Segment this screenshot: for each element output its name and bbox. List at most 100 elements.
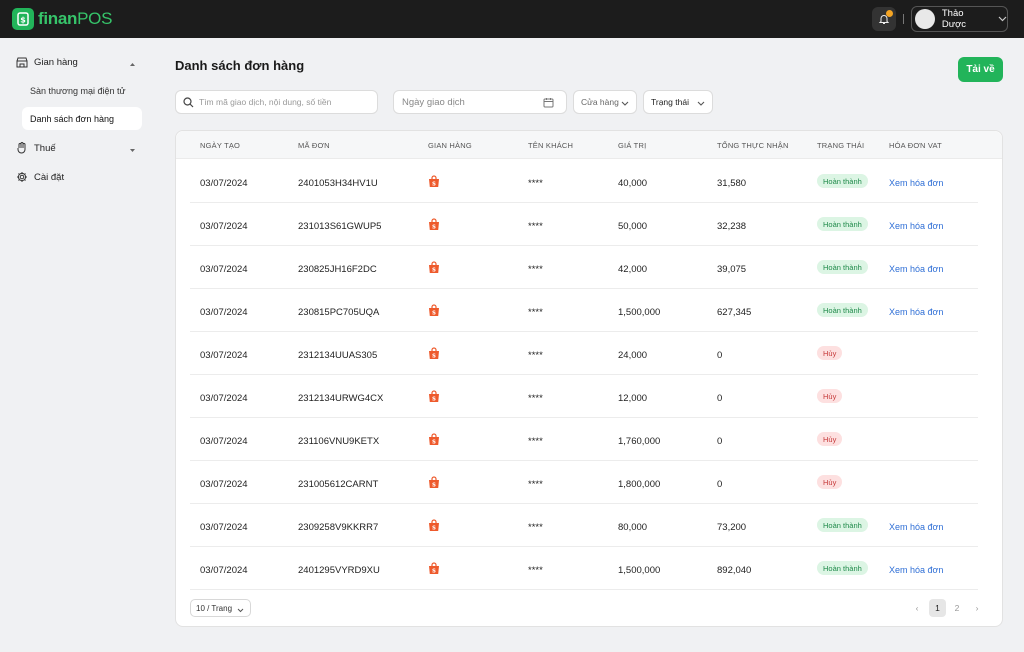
status-filter-dropdown[interactable]: Trạng thái xyxy=(643,90,713,114)
shopping-bag-icon: S xyxy=(428,175,440,191)
view-invoice-link[interactable]: Xem hóa đơn xyxy=(889,264,944,274)
order-code: 2309258V9KKRR7 xyxy=(298,522,379,533)
table-row[interactable]: 03/07/2024 2401295VYRD9XU **** 1,500,000 892… xyxy=(190,547,978,590)
brand-logo[interactable]: $ finanPOS xyxy=(12,8,112,30)
svg-text:S: S xyxy=(432,311,436,317)
store-filter-label: Cửa hàng xyxy=(581,97,619,107)
sidebar-item-orders[interactable]: Danh sách đơn hàng xyxy=(22,107,142,130)
sidebar-item-store[interactable]: Gian hàng xyxy=(16,52,136,72)
svg-text:S: S xyxy=(432,483,436,489)
customer-name: **** xyxy=(528,436,543,447)
order-date: 03/07/2024 xyxy=(200,522,248,533)
customer-name: **** xyxy=(528,479,543,490)
store-icon xyxy=(16,57,28,67)
prev-page-button[interactable]: ‹ xyxy=(915,603,919,613)
order-value: 1,500,000 xyxy=(618,565,661,576)
table-row[interactable]: 03/07/2024 2309258V9KKRR7 **** 80,000 73,200… xyxy=(190,504,978,547)
sidebar-item-settings[interactable]: Cài đặt xyxy=(16,167,136,187)
order-date: 03/07/2024 xyxy=(200,350,248,361)
sidebar-item-ecommerce[interactable]: Sàn thương mại điện tử xyxy=(30,86,126,96)
status-badge: Hoàn thành xyxy=(817,260,868,274)
page-size-select[interactable]: 10 / Trang xyxy=(190,599,251,617)
table-row[interactable]: 03/07/2024 2401053H34HV1U **** 40,000 31,580… xyxy=(190,160,978,203)
view-invoice-link[interactable]: Xem hóa đơn xyxy=(889,178,944,188)
status-filter-label: Trạng thái xyxy=(651,97,689,107)
view-invoice-link[interactable]: Xem hóa đơn xyxy=(889,565,944,575)
chevron-down-icon xyxy=(697,99,705,109)
sidebar-item-tax[interactable]: Thuế xyxy=(16,138,136,158)
svg-text:S: S xyxy=(432,569,436,575)
table-header: NGÀY TẠO MÃ ĐƠN GIAN HÀNG TÊN KHÁCH GIÁ … xyxy=(176,131,1002,159)
shopping-bag-icon: S xyxy=(428,476,440,492)
view-invoice-link[interactable]: Xem hóa đơn xyxy=(889,221,944,231)
view-invoice-link[interactable]: Xem hóa đơn xyxy=(889,307,944,317)
svg-text:S: S xyxy=(432,440,436,446)
next-page-button[interactable]: › xyxy=(975,603,979,613)
order-value: 1,800,000 xyxy=(618,479,661,490)
table-row[interactable]: 03/07/2024 230815PC705UQA **** 1,500,000 627… xyxy=(190,289,978,332)
total-received: 627,345 xyxy=(717,307,752,318)
column-header-value: GIÁ TRỊ xyxy=(618,141,647,150)
total-received: 39,075 xyxy=(717,264,747,275)
sidebar-item-label: Gian hàng xyxy=(34,56,78,68)
chevron-down-icon xyxy=(237,606,244,615)
column-header-store: GIAN HÀNG xyxy=(428,141,472,150)
shopping-bag-icon: S xyxy=(428,390,440,406)
page-2-button[interactable]: 2 xyxy=(954,603,960,613)
table-row[interactable]: 03/07/2024 231013S61GWUP5 **** 50,000 32,238… xyxy=(190,203,978,246)
order-value: 1,760,000 xyxy=(618,436,661,447)
order-code: 2312134URWG4CX xyxy=(298,393,384,404)
hand-icon xyxy=(17,142,26,154)
total-received: 0 xyxy=(717,393,723,404)
table-row[interactable]: 03/07/2024 2312134UUAS305 **** 24,000 0 S Hủy xyxy=(190,332,978,375)
order-date: 03/07/2024 xyxy=(200,436,248,447)
order-date: 03/07/2024 xyxy=(200,178,248,189)
search-input[interactable] xyxy=(199,97,374,107)
table-row[interactable]: 03/07/2024 230825JH16F2DC **** 42,000 39,075… xyxy=(190,246,978,289)
shopping-bag-icon: S xyxy=(428,519,440,535)
bell-icon xyxy=(878,15,890,24)
column-header-received: TỔNG THỰC NHẬN xyxy=(717,141,789,150)
shopping-bag-icon: S xyxy=(428,304,440,320)
customer-name: **** xyxy=(528,565,543,576)
search-box[interactable] xyxy=(175,90,378,114)
customer-name: **** xyxy=(528,350,543,361)
total-received: 31,580 xyxy=(717,178,747,189)
finan-logo-icon: $ xyxy=(12,8,34,30)
page-1-button[interactable]: 1 xyxy=(929,599,946,617)
store-filter-dropdown[interactable]: Cửa hàng xyxy=(573,90,637,114)
avatar xyxy=(915,9,935,29)
order-code: 2312134UUAS305 xyxy=(298,350,378,361)
user-name: Thảo Dược xyxy=(941,8,967,30)
date-picker[interactable] xyxy=(393,90,567,114)
customer-name: **** xyxy=(528,221,543,232)
status-badge: Hoàn thành xyxy=(817,217,868,231)
column-header-date: NGÀY TẠO xyxy=(200,141,241,150)
column-header-order-code: MÃ ĐƠN xyxy=(298,141,330,150)
total-received: 892,040 xyxy=(717,565,752,576)
table-row[interactable]: 03/07/2024 231005612CARNT **** 1,800,000 0 S H… xyxy=(190,461,978,504)
customer-name: **** xyxy=(528,178,543,189)
status-badge: Hoàn thành xyxy=(817,561,868,575)
table-row[interactable]: 03/07/2024 2312134URWG4CX **** 12,000 0 S Hủy xyxy=(190,375,978,418)
user-menu[interactable]: Thảo Dược xyxy=(911,6,1008,32)
status-badge: Hủy xyxy=(817,475,843,489)
customer-name: **** xyxy=(528,522,543,533)
download-button[interactable]: Tải về xyxy=(958,57,1003,82)
shopping-bag-icon: S xyxy=(428,347,440,363)
svg-text:S: S xyxy=(432,354,436,360)
order-value: 42,000 xyxy=(618,264,648,275)
date-input[interactable] xyxy=(402,96,537,108)
order-date: 03/07/2024 xyxy=(200,264,248,275)
sidebar-item-label: Cài đặt xyxy=(34,171,65,183)
order-value: 40,000 xyxy=(618,178,648,189)
order-date: 03/07/2024 xyxy=(200,393,248,404)
total-received: 0 xyxy=(717,436,723,447)
shopping-bag-icon: S xyxy=(428,433,440,449)
brand-name: finanPOS xyxy=(38,9,113,28)
table-row[interactable]: 03/07/2024 231106VNU9KETX **** 1,760,000 0 S H… xyxy=(190,418,978,461)
chevron-down-icon xyxy=(998,16,1007,22)
order-code: 230825JH16F2DC xyxy=(298,264,377,275)
view-invoice-link[interactable]: Xem hóa đơn xyxy=(889,522,944,532)
notification-button[interactable] xyxy=(872,7,896,31)
